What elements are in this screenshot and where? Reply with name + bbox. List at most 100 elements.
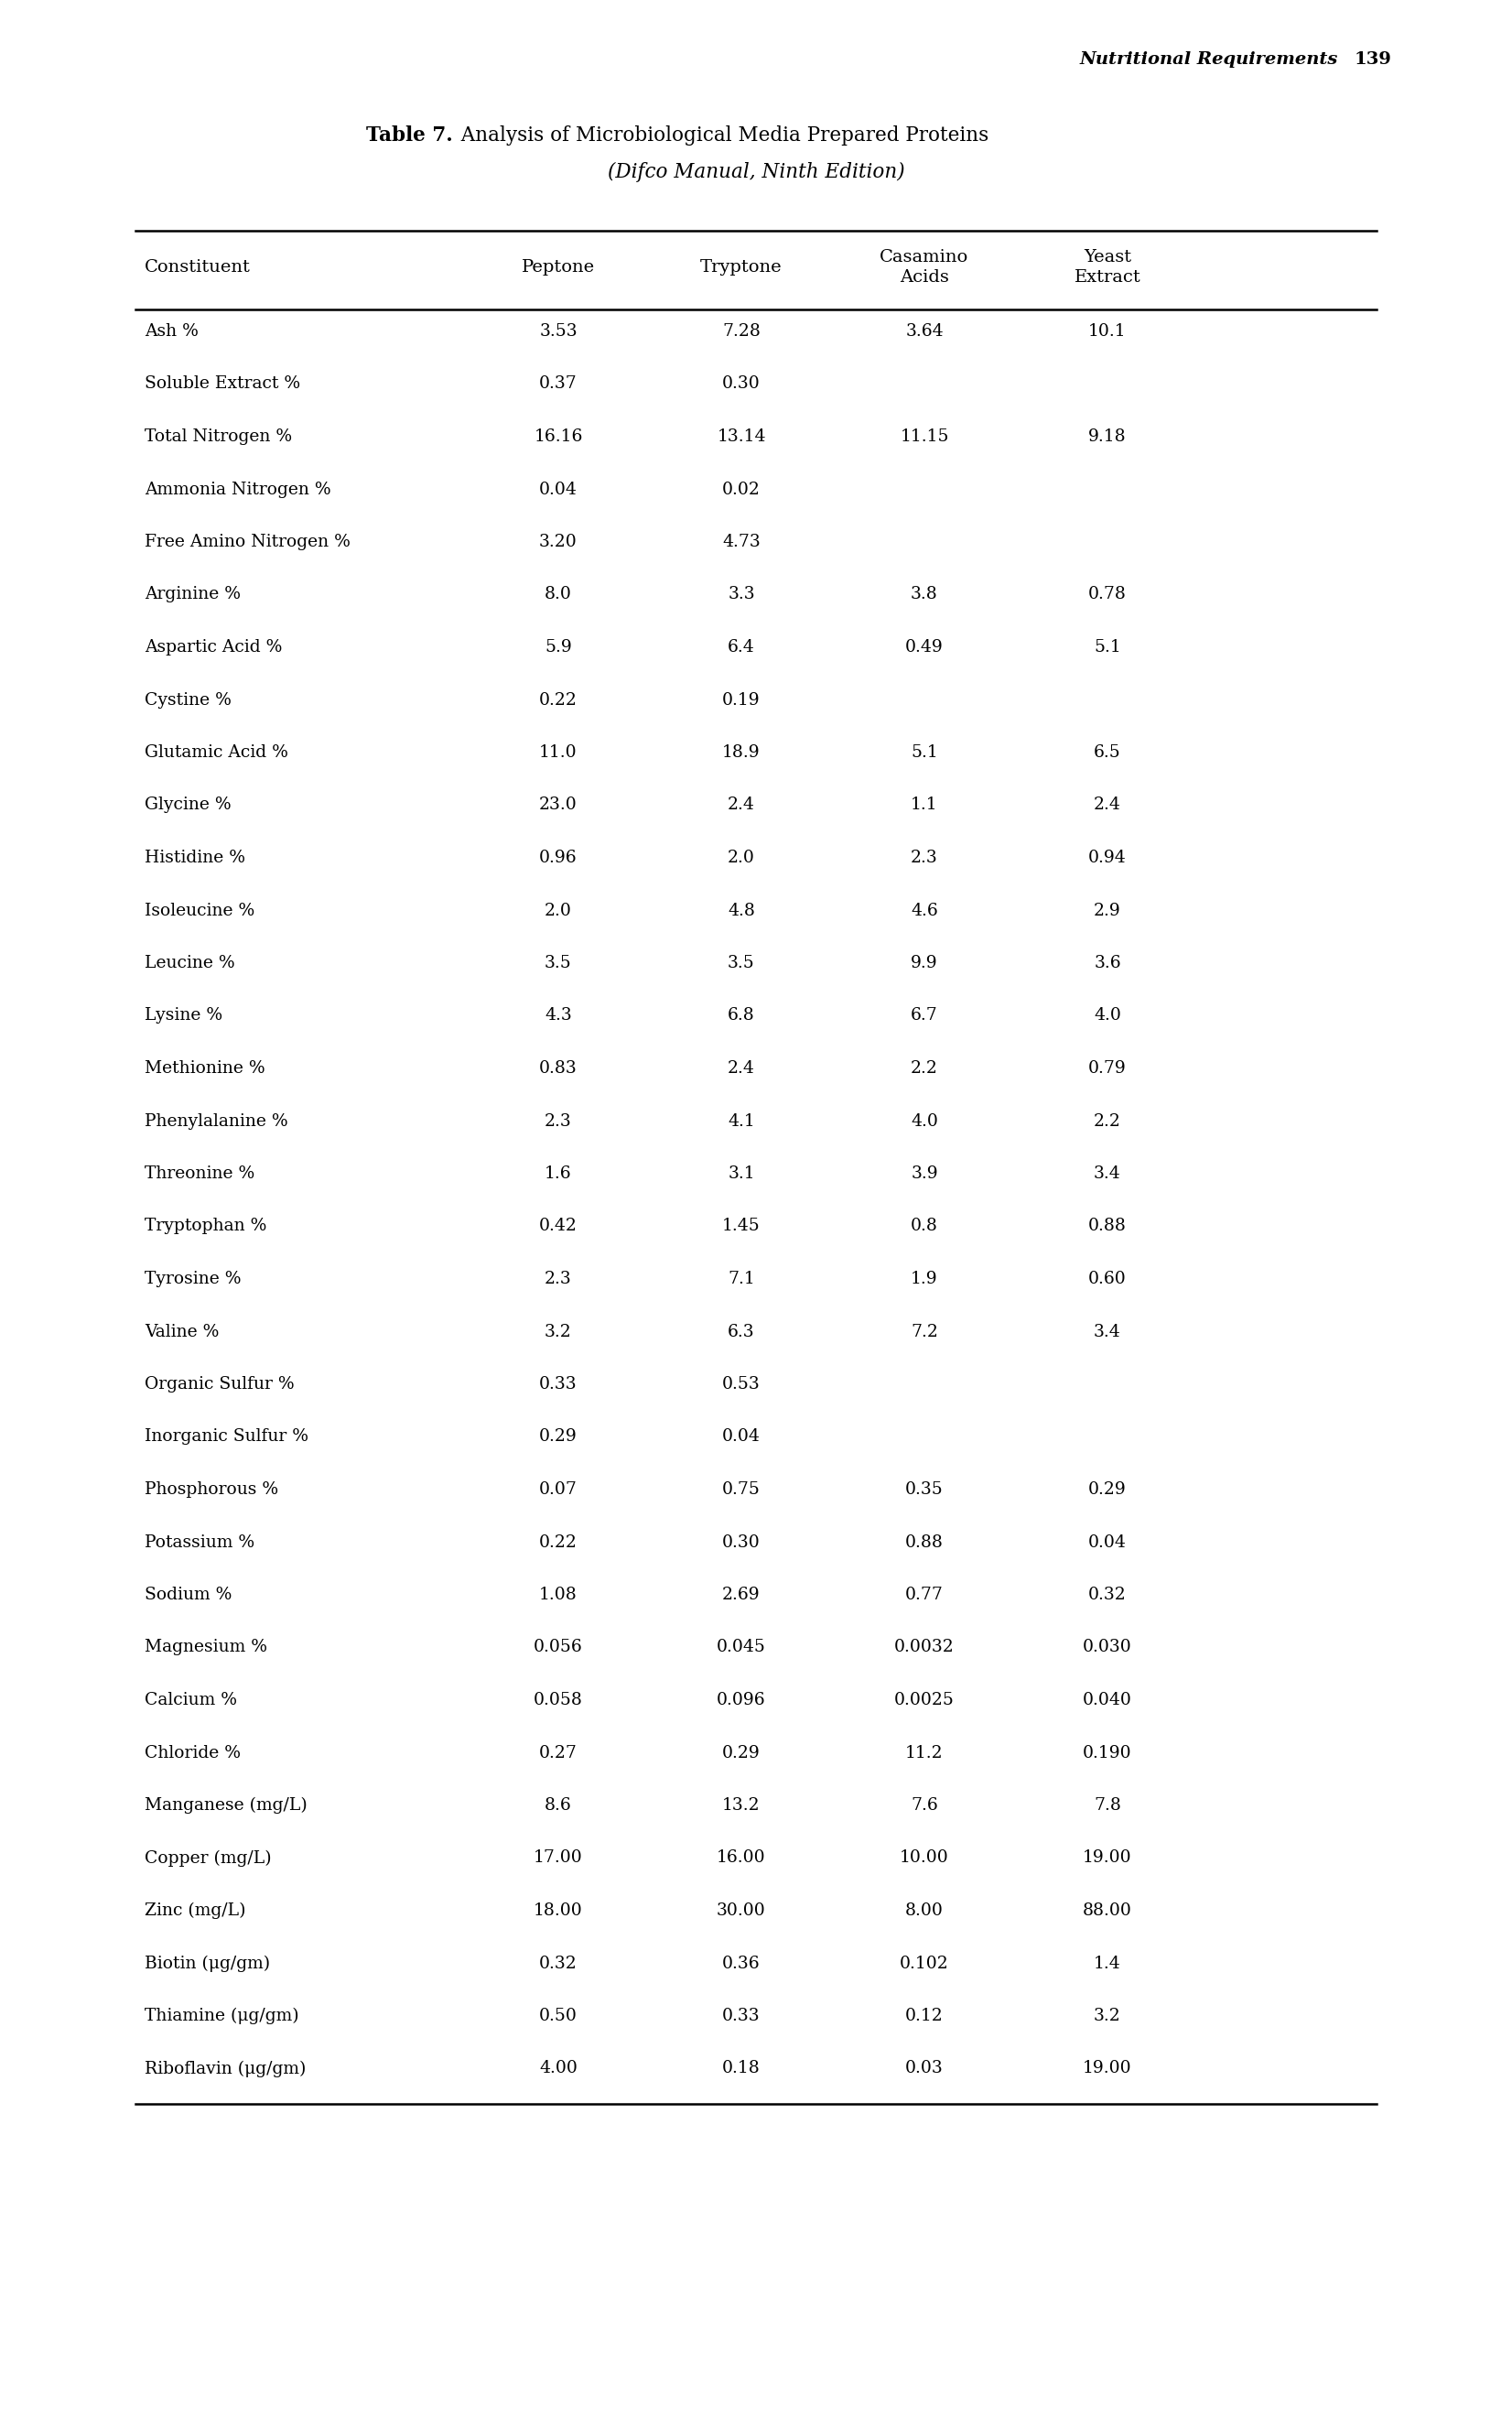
Text: Casamino
Acids: Casamino Acids (880, 249, 969, 285)
Text: 0.02: 0.02 (723, 481, 761, 498)
Text: 0.88: 0.88 (906, 1535, 943, 1549)
Text: 0.0025: 0.0025 (894, 1692, 954, 1709)
Text: 7.6: 7.6 (910, 1798, 937, 1813)
Text: 0.29: 0.29 (723, 1745, 761, 1762)
Text: 0.0032: 0.0032 (894, 1639, 954, 1656)
Text: 16.16: 16.16 (534, 428, 582, 445)
Text: 5.1: 5.1 (910, 744, 937, 761)
Text: 4.00: 4.00 (540, 2059, 578, 2076)
Text: 3.64: 3.64 (906, 324, 943, 341)
Text: 0.190: 0.190 (1083, 1745, 1132, 1762)
Text: Glutamic Acid %: Glutamic Acid % (145, 744, 289, 761)
Text: 9.9: 9.9 (910, 955, 937, 972)
Text: Riboflavin (μg/gm): Riboflavin (μg/gm) (145, 2059, 305, 2076)
Text: 0.77: 0.77 (906, 1586, 943, 1602)
Text: 0.53: 0.53 (723, 1375, 761, 1392)
Text: 4.6: 4.6 (910, 902, 937, 918)
Text: 2.3: 2.3 (544, 1271, 572, 1288)
Text: 6.8: 6.8 (727, 1008, 754, 1025)
Text: 9.18: 9.18 (1089, 428, 1126, 445)
Text: 4.0: 4.0 (910, 1112, 937, 1129)
Text: 0.75: 0.75 (723, 1482, 761, 1499)
Text: Biotin (μg/gm): Biotin (μg/gm) (145, 1955, 271, 1972)
Text: 1.9: 1.9 (910, 1271, 937, 1288)
Text: Threonine %: Threonine % (145, 1165, 254, 1182)
Text: Ash %: Ash % (145, 324, 198, 341)
Text: 13.14: 13.14 (717, 428, 767, 445)
Text: 10.1: 10.1 (1089, 324, 1126, 341)
Text: 4.0: 4.0 (1093, 1008, 1120, 1025)
Text: 4.1: 4.1 (727, 1112, 754, 1129)
Text: Nutritional Requirements: Nutritional Requirements (1080, 51, 1338, 68)
Text: 3.2: 3.2 (544, 1325, 572, 1339)
Text: 0.60: 0.60 (1089, 1271, 1126, 1288)
Text: 0.88: 0.88 (1089, 1218, 1126, 1235)
Text: 0.8: 0.8 (910, 1218, 937, 1235)
Text: Table 7.: Table 7. (366, 126, 452, 145)
Text: 2.2: 2.2 (1093, 1112, 1120, 1129)
Text: 0.058: 0.058 (534, 1692, 584, 1709)
Text: 0.040: 0.040 (1083, 1692, 1132, 1709)
Text: Leucine %: Leucine % (145, 955, 234, 972)
Text: 0.42: 0.42 (540, 1218, 578, 1235)
Text: 2.0: 2.0 (544, 902, 572, 918)
Text: Cystine %: Cystine % (145, 691, 231, 708)
Text: 8.0: 8.0 (544, 587, 572, 602)
Text: Free Amino Nitrogen %: Free Amino Nitrogen % (145, 534, 351, 551)
Text: 0.03: 0.03 (906, 2059, 943, 2076)
Text: (Difco Manual, Ninth Edition): (Difco Manual, Ninth Edition) (608, 162, 904, 181)
Text: Tryptophan %: Tryptophan % (145, 1218, 266, 1235)
Text: 0.04: 0.04 (723, 1428, 761, 1445)
Text: 0.32: 0.32 (540, 1955, 578, 1972)
Text: Ammonia Nitrogen %: Ammonia Nitrogen % (145, 481, 331, 498)
Text: 0.78: 0.78 (1089, 587, 1126, 602)
Text: 0.22: 0.22 (540, 691, 578, 708)
Text: 0.04: 0.04 (1089, 1535, 1126, 1549)
Text: Thiamine (μg/gm): Thiamine (μg/gm) (145, 2009, 299, 2025)
Text: 1.45: 1.45 (723, 1218, 761, 1235)
Text: 2.4: 2.4 (1093, 798, 1120, 815)
Text: 18.9: 18.9 (723, 744, 761, 761)
Text: 3.20: 3.20 (540, 534, 578, 551)
Text: Potassium %: Potassium % (145, 1535, 254, 1549)
Text: 8.6: 8.6 (544, 1798, 572, 1813)
Text: 3.53: 3.53 (540, 324, 578, 341)
Text: Phenylalanine %: Phenylalanine % (145, 1112, 287, 1129)
Text: 3.5: 3.5 (544, 955, 572, 972)
Text: 23.0: 23.0 (540, 798, 578, 815)
Text: Manganese (mg/L): Manganese (mg/L) (145, 1798, 307, 1813)
Text: 0.30: 0.30 (723, 375, 761, 392)
Text: 1.1: 1.1 (910, 798, 937, 815)
Text: 2.2: 2.2 (910, 1061, 937, 1076)
Text: 0.50: 0.50 (540, 2009, 578, 2025)
Text: Peptone: Peptone (522, 259, 596, 276)
Text: 5.1: 5.1 (1093, 638, 1120, 655)
Text: 1.6: 1.6 (544, 1165, 572, 1182)
Text: 2.3: 2.3 (910, 851, 937, 865)
Text: 0.33: 0.33 (540, 1375, 578, 1392)
Text: 88.00: 88.00 (1083, 1902, 1132, 1919)
Text: Sodium %: Sodium % (145, 1586, 231, 1602)
Text: 19.00: 19.00 (1083, 1849, 1132, 1866)
Text: 3.2: 3.2 (1093, 2009, 1120, 2025)
Text: 0.04: 0.04 (540, 481, 578, 498)
Text: 5.9: 5.9 (544, 638, 572, 655)
Text: Inorganic Sulfur %: Inorganic Sulfur % (145, 1428, 308, 1445)
Text: Organic Sulfur %: Organic Sulfur % (145, 1375, 295, 1392)
Text: Zinc (mg/L): Zinc (mg/L) (145, 1902, 246, 1919)
Text: 0.07: 0.07 (540, 1482, 578, 1499)
Text: Isoleucine %: Isoleucine % (145, 902, 254, 918)
Text: 0.29: 0.29 (540, 1428, 578, 1445)
Text: 11.2: 11.2 (906, 1745, 943, 1762)
Text: 7.28: 7.28 (723, 324, 761, 341)
Text: 3.9: 3.9 (910, 1165, 937, 1182)
Text: Lysine %: Lysine % (145, 1008, 222, 1025)
Text: 0.29: 0.29 (1089, 1482, 1126, 1499)
Text: 0.22: 0.22 (540, 1535, 578, 1549)
Text: 0.30: 0.30 (723, 1535, 761, 1549)
Text: 0.19: 0.19 (723, 691, 761, 708)
Text: 30.00: 30.00 (717, 1902, 767, 1919)
Text: 0.96: 0.96 (540, 851, 578, 865)
Text: 0.37: 0.37 (540, 375, 578, 392)
Text: 0.27: 0.27 (540, 1745, 578, 1762)
